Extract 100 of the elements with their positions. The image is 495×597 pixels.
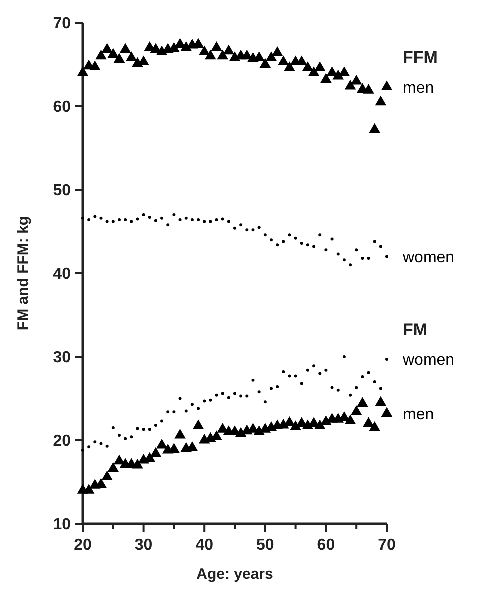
point — [326, 66, 338, 76]
point — [349, 394, 352, 397]
point — [130, 220, 134, 224]
point — [184, 410, 188, 413]
point — [211, 42, 222, 52]
x-tick-label: 60 — [317, 537, 336, 554]
point — [386, 358, 388, 362]
point — [90, 60, 101, 71]
series-label: men — [403, 80, 434, 97]
point — [355, 248, 358, 252]
point — [82, 216, 84, 220]
point — [246, 394, 249, 398]
point — [106, 220, 109, 224]
point — [264, 234, 267, 237]
point — [373, 240, 376, 244]
point — [174, 38, 186, 48]
y-axis-title: FM and FFM: kg — [15, 216, 32, 331]
point — [300, 242, 304, 245]
point — [100, 442, 103, 446]
point — [227, 220, 230, 224]
point — [118, 434, 121, 437]
point — [294, 374, 298, 378]
point — [300, 382, 304, 386]
point — [205, 50, 216, 60]
point — [266, 52, 278, 62]
point — [240, 394, 243, 398]
point — [88, 446, 91, 449]
point — [124, 218, 128, 222]
y-tick-label: 50 — [53, 182, 72, 200]
point — [197, 407, 200, 410]
point — [369, 123, 380, 134]
point — [190, 218, 194, 222]
point — [373, 380, 376, 384]
point — [77, 66, 89, 76]
point — [166, 224, 170, 227]
point — [154, 219, 158, 222]
text: FFM — [403, 48, 438, 68]
point — [320, 73, 332, 84]
point — [160, 216, 164, 220]
point — [142, 214, 146, 217]
point — [302, 62, 314, 72]
point — [178, 397, 182, 400]
point — [367, 371, 370, 374]
y-tick-label: 40 — [53, 266, 72, 284]
point — [215, 394, 218, 397]
point — [324, 368, 328, 372]
point — [336, 252, 340, 256]
point — [100, 216, 103, 220]
text: FM — [403, 320, 428, 340]
point — [112, 220, 115, 224]
point — [270, 238, 273, 242]
point — [282, 240, 286, 244]
point — [258, 226, 261, 230]
point — [330, 238, 334, 241]
point — [88, 218, 91, 222]
point — [379, 245, 382, 248]
point — [288, 234, 292, 237]
point — [355, 386, 358, 390]
x-tick-label: 40 — [196, 537, 214, 554]
point — [234, 392, 236, 396]
point — [330, 386, 334, 390]
point — [112, 426, 115, 430]
point — [166, 410, 170, 414]
y-tick-label: 60 — [53, 99, 72, 116]
point — [94, 215, 97, 218]
series-label: men — [403, 406, 434, 424]
point — [148, 216, 152, 220]
point — [178, 218, 182, 222]
point — [240, 224, 243, 227]
point — [154, 424, 158, 427]
point — [276, 386, 280, 389]
point — [276, 244, 280, 247]
x-tick-label: 20 — [74, 537, 92, 554]
point — [272, 46, 284, 56]
point — [203, 400, 206, 403]
point — [288, 374, 292, 378]
point — [148, 428, 152, 432]
point — [258, 390, 261, 394]
point — [190, 403, 194, 406]
point — [94, 440, 97, 444]
point — [386, 255, 388, 258]
y-tick-label: 30 — [53, 350, 72, 367]
point — [246, 228, 249, 232]
point — [350, 74, 362, 85]
point — [361, 256, 364, 260]
point — [312, 245, 316, 248]
point — [379, 387, 382, 390]
point — [203, 220, 206, 224]
point — [172, 214, 176, 217]
point — [124, 437, 128, 440]
x-tick-label: 50 — [256, 537, 274, 554]
point — [381, 80, 393, 91]
point — [102, 43, 113, 53]
point — [118, 218, 121, 222]
point — [312, 364, 316, 368]
point — [221, 392, 224, 396]
point — [318, 372, 322, 376]
point — [294, 236, 298, 240]
point — [160, 420, 164, 423]
point — [282, 370, 286, 374]
